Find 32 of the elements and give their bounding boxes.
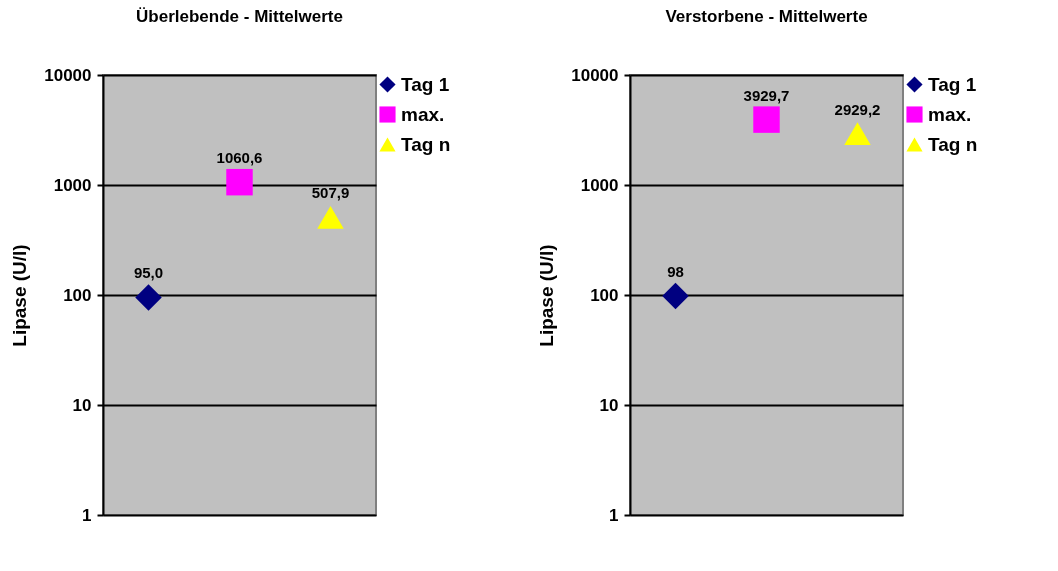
legend-label: Tag n [928,133,978,155]
y-axis-title: Lipase (U/l) [9,244,31,347]
point [662,282,689,310]
data-label: 95,0 [133,264,164,282]
chart-title: Überlebende - Mittelwerte [136,7,343,26]
y-tick-label: 100 [590,285,619,305]
point [317,205,344,229]
y-tick-label: 1000 [53,175,92,195]
point [753,106,780,133]
y-tick-label: 100 [63,285,92,305]
y-tick-label: 1 [82,505,92,525]
data-label: 1060,6 [216,149,263,167]
legend-label: max. [928,103,972,125]
y-tick-label: 1000 [580,175,619,195]
legend-label: Tag 1 [401,73,450,95]
data-label: 2929,2 [834,100,881,118]
point [226,168,253,196]
y-tick-label: 1 [609,505,619,525]
y-tick-label: 10 [599,395,619,415]
legend-label: Tag 1 [928,73,977,95]
point [844,122,871,146]
data-label: 98 [667,262,684,280]
y-tick-label: 10000 [44,65,92,85]
legend-label: max. [401,103,445,125]
y-tick-label: 10000 [571,65,619,85]
legend-label: Tag n [401,133,451,155]
data-label: 3929,7 [743,86,790,104]
point [135,284,162,311]
data-label: 507,9 [311,184,350,202]
y-tick-label: 10 [72,395,92,415]
y-axis-title: Lipase (U/l) [536,244,558,347]
chart-title: Verstorbene - Mittelwerte [665,7,868,26]
